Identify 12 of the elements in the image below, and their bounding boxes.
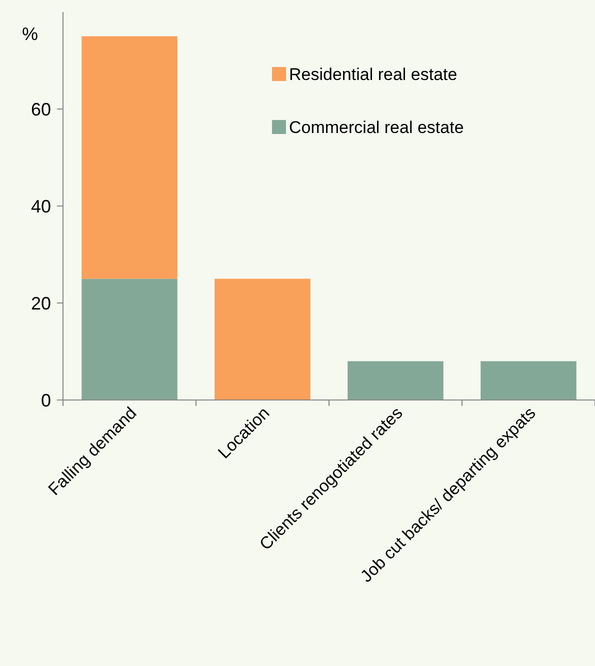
bar [480,361,576,400]
y-tick-label: 60 [30,99,51,120]
bar [214,278,310,400]
bar [82,36,178,279]
y-axis-title: % [22,24,38,44]
legend-label: Residential real estate [289,64,458,84]
legend-label: Commercial real estate [289,118,464,137]
bar [348,361,444,400]
y-tick-label: 40 [30,196,51,216]
bar [82,278,178,400]
y-tick-label: 20 [30,293,51,314]
y-tick-label: 0 [40,390,51,410]
